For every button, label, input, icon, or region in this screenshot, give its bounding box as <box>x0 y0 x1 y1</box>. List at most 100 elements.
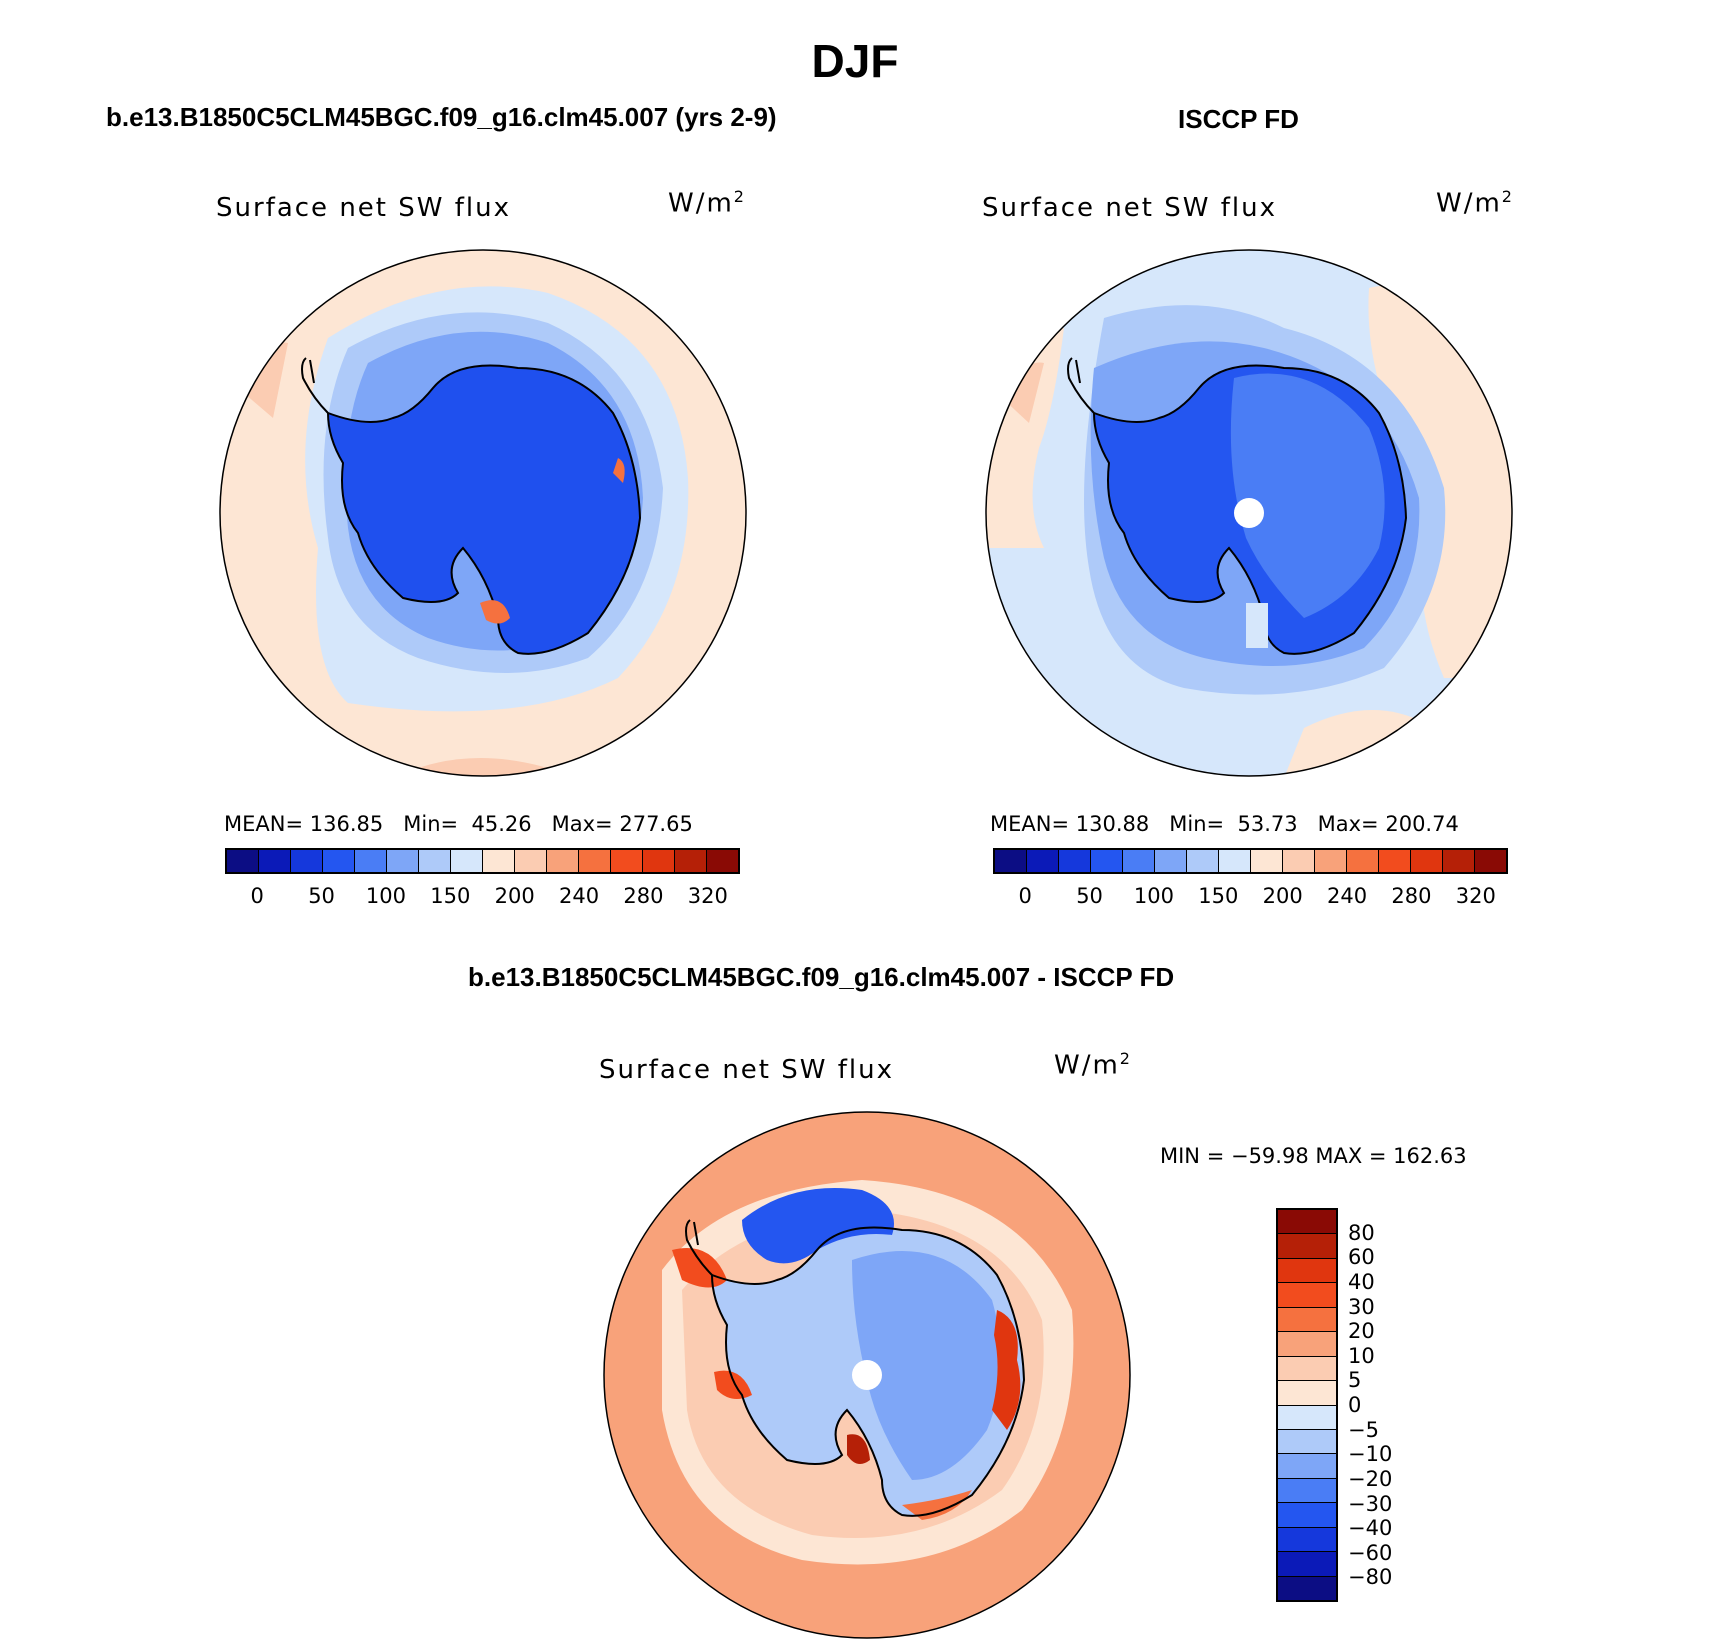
colorbar-swatch <box>1059 850 1091 872</box>
model-colorbar <box>225 848 740 874</box>
model-edge-patch-bottom <box>418 758 548 776</box>
colorbar-tick-label: −5 <box>1348 1417 1379 1442</box>
colorbar-tick-label: 50 <box>1076 884 1103 908</box>
obs-peninsula-coast <box>1067 357 1095 414</box>
model-stats: MEAN= 136.85 Min= 45.26 Max= 277.65 <box>224 812 693 836</box>
colorbar-swatch <box>259 850 291 872</box>
colorbar-swatch <box>1278 1527 1336 1553</box>
model-warm-spot-ross <box>480 600 510 624</box>
model-colorbar-ticks: 0 50 100 150 200 240 280 320 <box>225 884 740 908</box>
model-warm-spot-east <box>613 458 625 483</box>
diff-warm-spot-ross <box>847 1434 870 1464</box>
diff-antarctica-coastline <box>710 1226 1026 1517</box>
colorbar-swatch <box>1278 1576 1336 1600</box>
colorbar-swatch <box>1278 1234 1336 1259</box>
colorbar-swatch <box>1123 850 1155 872</box>
colorbar-swatch <box>1155 850 1187 872</box>
colorbar-tick-label: 200 <box>494 884 535 908</box>
colorbar-swatch <box>1278 1283 1336 1308</box>
colorbar-swatch <box>707 850 738 872</box>
model-mean-value: 136.85 <box>309 812 384 836</box>
diff-pole-hole <box>852 1360 882 1390</box>
colorbar-swatch <box>1278 1258 1336 1284</box>
colorbar-swatch <box>611 850 643 872</box>
colorbar-tick-label: 320 <box>687 884 728 908</box>
model-panel-title: b.e13.B1850C5CLM45BGC.f09_g16.clm45.007 … <box>106 102 777 132</box>
colorbar-swatch <box>483 850 515 872</box>
colorbar-tick-label: 240 <box>1327 884 1368 908</box>
colorbar-swatch <box>1278 1356 1336 1382</box>
colorbar-swatch <box>1443 850 1475 872</box>
colorbar-tick-label: −10 <box>1348 1442 1393 1467</box>
colorbar-tick-label: 100 <box>365 884 406 908</box>
diff-polar-map <box>603 1111 1131 1639</box>
model-antarctica-coastline <box>326 364 642 655</box>
colorbar-swatch <box>1283 850 1315 872</box>
colorbar-tick-label: 100 <box>1133 884 1174 908</box>
diff-colorbar <box>1276 1208 1338 1602</box>
figure-title: DJF <box>811 35 899 87</box>
obs-pole-hole <box>1234 498 1264 528</box>
obs-panel-title: ISCCP FD <box>1178 104 1299 134</box>
colorbar-swatch <box>1379 850 1411 872</box>
colorbar-swatch <box>1411 850 1443 872</box>
colorbar-swatch <box>355 850 387 872</box>
diff-panel-title: b.e13.B1850C5CLM45BGC.f09_g16.clm45.007 … <box>468 962 1175 992</box>
obs-stats: MEAN= 130.88 Min= 53.73 Max= 200.74 <box>990 812 1459 836</box>
colorbar-swatch <box>419 850 451 872</box>
colorbar-swatch <box>1278 1381 1336 1406</box>
obs-units-label: W/m2 <box>1436 187 1512 219</box>
colorbar-tick-label: 280 <box>623 884 664 908</box>
diff-warm-spot-east <box>992 1310 1021 1430</box>
colorbar-swatch <box>515 850 547 872</box>
obs-antarctica-coastline <box>1092 364 1408 655</box>
colorbar-tick-label: 150 <box>430 884 471 908</box>
colorbar-swatch <box>1315 850 1347 872</box>
obs-polar-map <box>985 249 1513 777</box>
colorbar-tick-label: −30 <box>1348 1491 1393 1516</box>
colorbar-swatch <box>579 850 611 872</box>
colorbar-swatch <box>1278 1454 1336 1479</box>
model-min-value: 45.26 <box>471 812 532 836</box>
colorbar-swatch <box>1278 1405 1336 1430</box>
colorbar-tick-label: 40 <box>1348 1269 1375 1294</box>
colorbar-swatch <box>643 850 675 872</box>
colorbar-swatch <box>1027 850 1059 872</box>
colorbar-swatch <box>451 850 483 872</box>
obs-colorbar <box>993 848 1508 874</box>
model-peninsula-coast <box>301 357 329 414</box>
model-antarctica-field <box>328 365 640 654</box>
diff-warm-spot-peninsula <box>672 1248 727 1288</box>
diff-east-plateau-negative <box>852 1251 1001 1480</box>
obs-min-value: 53.73 <box>1237 812 1298 836</box>
obs-edge-warm-spot <box>1002 362 1044 423</box>
colorbar-swatch <box>1278 1332 1336 1357</box>
colorbar-swatch <box>1219 850 1251 872</box>
colorbar-swatch <box>1278 1552 1336 1577</box>
colorbar-swatch <box>1278 1210 1336 1235</box>
colorbar-swatch <box>1278 1503 1336 1528</box>
diff-min-max: MIN = −59.98 MAX = 162.63 <box>1160 1144 1467 1168</box>
colorbar-tick-label: 10 <box>1348 1343 1375 1368</box>
colorbar-tick-label: 0 <box>250 884 264 908</box>
colorbar-swatch <box>227 850 259 872</box>
colorbar-swatch <box>675 850 707 872</box>
colorbar-tick-label: 280 <box>1391 884 1432 908</box>
model-max-value: 277.65 <box>619 812 693 836</box>
colorbar-tick-label: −40 <box>1348 1516 1393 1541</box>
colorbar-swatch <box>323 850 355 872</box>
colorbar-tick-label: 150 <box>1198 884 1239 908</box>
colorbar-swatch <box>1251 850 1283 872</box>
diff-colorbar-ticks: 80 60 40 30 20 10 5 0 −5 −10 −20 −30 −40 −60 −80 <box>1348 1208 1408 1602</box>
obs-map-border <box>985 249 1513 777</box>
model-variable-label: Surface net SW flux <box>216 193 511 223</box>
diff-warm-spot-west <box>714 1370 752 1399</box>
colorbar-swatch <box>1278 1307 1336 1333</box>
colorbar-tick-label: −60 <box>1348 1540 1393 1565</box>
diff-units-label: W/m2 <box>1054 1049 1130 1081</box>
colorbar-swatch <box>1475 850 1506 872</box>
colorbar-tick-label: −20 <box>1348 1466 1393 1491</box>
colorbar-tick-label: 320 <box>1455 884 1496 908</box>
colorbar-tick-label: 0 <box>1018 884 1032 908</box>
colorbar-swatch <box>1091 850 1123 872</box>
